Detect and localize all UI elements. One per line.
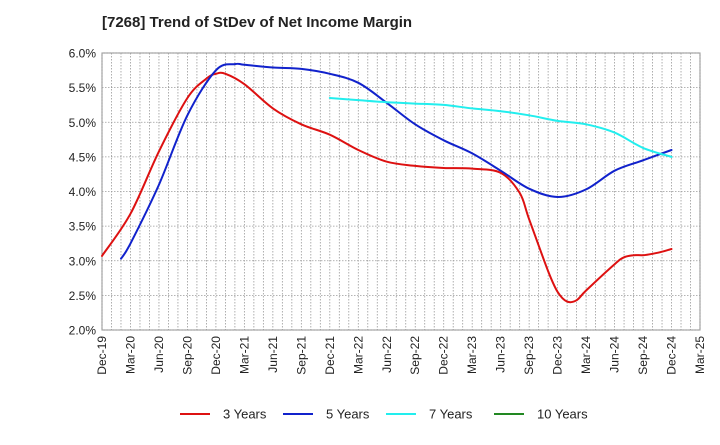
series-line-5-years [120,62,673,260]
x-tick-label: Sep-21 [294,336,308,375]
x-tick-label: Dec-21 [323,336,337,375]
x-tick-label: Jun-22 [380,336,394,373]
x-tick-label: Sep-23 [522,336,536,375]
y-tick-label: 4.5% [69,150,97,164]
x-tick-label: Mar-25 [693,336,707,374]
x-tick-label: Dec-24 [665,336,679,375]
x-tick-label: Dec-22 [437,336,451,375]
x-tick-label: Mar-23 [465,336,479,374]
legend-label-10-years: 10 Years [537,407,588,422]
y-tick-label: 3.5% [69,220,97,234]
x-tick-label: Mar-24 [579,336,593,374]
chart-title: [7268] Trend of StDev of Net Income Marg… [102,14,413,31]
x-tick-label: Sep-24 [636,336,650,375]
x-tick-label: Mar-22 [351,336,365,374]
x-tick-label: Jun-23 [494,336,508,373]
legend-label-3-years: 3 Years [223,407,267,422]
y-tick-label: 6.0% [69,47,97,61]
y-tick-label: 2.5% [69,289,97,303]
x-tick-label: Dec-19 [95,336,109,375]
legend-label-5-years: 5 Years [326,407,370,422]
series-line-7-years [328,97,673,158]
x-tick-label: Mar-21 [237,336,251,374]
x-tick-label: Dec-20 [209,336,223,375]
y-tick-label: 2.0% [69,324,97,338]
y-tick-label: 5.5% [69,81,97,95]
y-tick-label: 4.0% [69,185,97,199]
x-tick-label: Sep-22 [408,336,422,375]
x-tick-label: Jun-21 [266,336,280,373]
x-tick-label: Dec-23 [551,336,565,375]
x-tick-label: Sep-20 [180,336,194,375]
y-tick-label: 3.0% [69,254,97,268]
x-tick-label: Jun-24 [608,336,622,373]
y-tick-label: 5.0% [69,116,97,130]
series-line-3-years [101,71,673,304]
legend-label-7-years: 7 Years [429,407,473,422]
x-tick-label: Jun-20 [152,336,166,373]
x-tick-label: Mar-20 [123,336,137,374]
